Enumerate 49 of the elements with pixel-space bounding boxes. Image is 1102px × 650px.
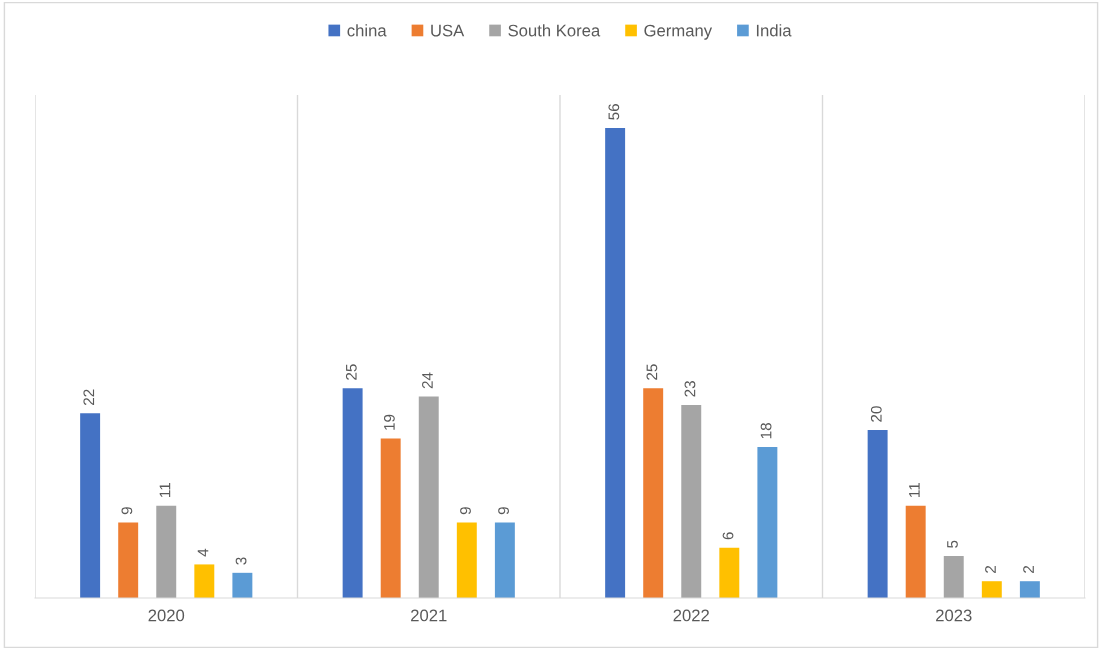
data-label: 25 [345, 364, 357, 380]
data-label: 20 [870, 406, 882, 422]
bar [156, 505, 177, 598]
x-tick-label: 2023 [936, 609, 972, 622]
bar [605, 127, 626, 598]
data-label: 23 [684, 381, 696, 397]
data-label: 11 [159, 482, 171, 497]
x-tick-label: 2021 [411, 609, 447, 622]
bar [757, 446, 778, 598]
data-label: 9 [121, 507, 133, 515]
bar [681, 404, 702, 598]
legend-label: India [756, 24, 792, 37]
x-tick-label: 2020 [148, 609, 185, 622]
data-label: 6 [722, 532, 734, 540]
legend-label: South Korea [508, 24, 601, 37]
data-label: 22 [83, 389, 95, 406]
data-label: 11 [909, 482, 920, 497]
bar [194, 564, 215, 598]
bar [494, 522, 515, 598]
data-label: 2 [1023, 565, 1034, 573]
data-label: 9 [498, 507, 509, 515]
data-label: 4 [197, 548, 209, 557]
bar [719, 547, 740, 598]
bar [342, 388, 363, 598]
bar [418, 396, 439, 598]
data-label: 24 [422, 372, 433, 389]
bar [905, 505, 926, 598]
data-label: 2 [985, 565, 996, 573]
data-label: 3 [235, 557, 247, 565]
legend-label: USA [431, 24, 465, 37]
bar [943, 556, 964, 598]
bar [1019, 581, 1040, 598]
data-label: 5 [947, 540, 958, 548]
bar [456, 522, 477, 598]
x-tick-label: 2022 [673, 609, 709, 622]
data-label: 19 [383, 414, 395, 430]
bar [118, 522, 139, 598]
bar [643, 388, 664, 598]
legend-label: Germany [644, 24, 713, 40]
bar [981, 581, 1002, 598]
legend-label: china [347, 24, 387, 37]
bar [80, 413, 101, 598]
data-label: 18 [760, 423, 772, 439]
bar [232, 572, 253, 598]
bar [867, 430, 888, 598]
data-label: 56 [608, 104, 620, 120]
bar [380, 438, 401, 598]
data-label: 9 [460, 507, 471, 515]
data-label: 25 [646, 364, 658, 380]
